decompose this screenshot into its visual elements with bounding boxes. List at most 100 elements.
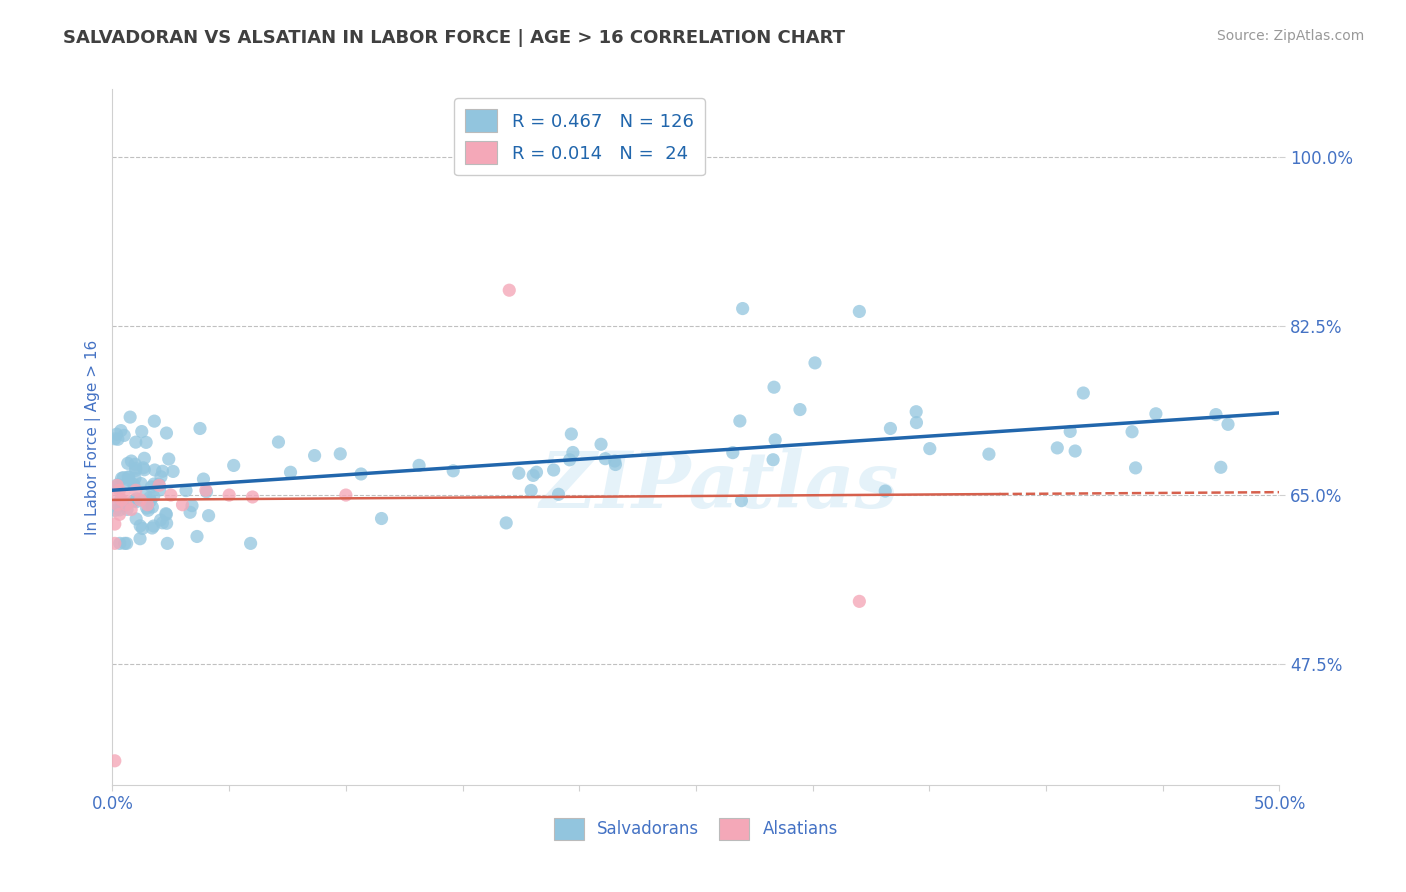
- Point: [132, 460, 155, 475]
- Point: [107, 477, 129, 491]
- Point: [370, 511, 392, 525]
- Point: [141, 521, 163, 535]
- Point: [194, 483, 217, 498]
- Point: [977, 447, 1000, 461]
- Point: [107, 432, 129, 446]
- Point: [1121, 425, 1143, 439]
- Point: [762, 452, 785, 467]
- Point: [141, 480, 163, 494]
- Point: [108, 483, 131, 498]
- Point: [905, 405, 928, 419]
- Point: [108, 508, 131, 522]
- Point: [125, 491, 148, 506]
- Point: [129, 492, 152, 507]
- Point: [763, 433, 786, 447]
- Y-axis label: In Labor Force | Age > 16: In Labor Force | Age > 16: [86, 340, 101, 534]
- Text: Source: ZipAtlas.com: Source: ZipAtlas.com: [1216, 29, 1364, 43]
- Point: [120, 454, 142, 468]
- Point: [508, 466, 530, 480]
- Point: [120, 410, 142, 425]
- Point: [135, 435, 157, 450]
- Point: [558, 452, 581, 467]
- Point: [118, 470, 141, 484]
- Point: [181, 499, 204, 513]
- Point: [1216, 417, 1239, 432]
- Point: [152, 464, 174, 478]
- Point: [162, 464, 184, 478]
- Point: [304, 449, 326, 463]
- Point: [329, 447, 352, 461]
- Point: [134, 463, 156, 477]
- Point: [186, 529, 208, 543]
- Point: [104, 503, 127, 517]
- Point: [129, 519, 152, 533]
- Point: [150, 470, 173, 484]
- Point: [721, 445, 744, 459]
- Point: [120, 502, 142, 516]
- Point: [139, 494, 162, 508]
- Point: [875, 483, 897, 498]
- Point: [115, 502, 138, 516]
- Point: [148, 477, 170, 491]
- Point: [112, 428, 135, 442]
- Point: [1071, 386, 1094, 401]
- Point: [267, 435, 290, 450]
- Point: [918, 442, 941, 456]
- Point: [1046, 441, 1069, 455]
- Point: [179, 505, 201, 519]
- Point: [589, 437, 612, 451]
- Text: ZIPatlas: ZIPatlas: [540, 448, 898, 524]
- Point: [1064, 444, 1087, 458]
- Point: [731, 301, 754, 316]
- Point: [522, 468, 544, 483]
- Point: [122, 477, 145, 491]
- Point: [848, 304, 870, 318]
- Point: [547, 487, 569, 501]
- Point: [408, 458, 430, 473]
- Point: [218, 488, 240, 502]
- Point: [804, 356, 827, 370]
- Point: [117, 470, 139, 484]
- Point: [193, 472, 215, 486]
- Point: [520, 483, 543, 498]
- Point: [117, 473, 139, 487]
- Point: [152, 516, 174, 530]
- Point: [108, 536, 131, 550]
- Point: [441, 464, 464, 478]
- Point: [114, 536, 136, 550]
- Point: [1125, 461, 1147, 475]
- Point: [335, 488, 357, 502]
- Point: [242, 490, 264, 504]
- Point: [111, 492, 134, 507]
- Point: [172, 498, 194, 512]
- Point: [142, 477, 165, 491]
- Point: [104, 754, 127, 768]
- Point: [239, 536, 262, 550]
- Point: [879, 421, 901, 435]
- Point: [1205, 408, 1227, 422]
- Text: SALVADORAN VS ALSATIAN IN LABOR FORCE | AGE > 16 CORRELATION CHART: SALVADORAN VS ALSATIAN IN LABOR FORCE | …: [63, 29, 845, 46]
- Point: [148, 478, 170, 492]
- Point: [105, 427, 128, 442]
- Point: [155, 425, 177, 440]
- Point: [561, 445, 583, 459]
- Point: [135, 488, 157, 502]
- Point: [125, 461, 148, 475]
- Point: [350, 467, 373, 481]
- Point: [543, 463, 565, 477]
- Point: [104, 432, 127, 446]
- Point: [156, 516, 179, 531]
- Point: [105, 478, 128, 492]
- Point: [188, 421, 211, 435]
- Point: [115, 536, 138, 550]
- Point: [131, 425, 153, 439]
- Point: [117, 456, 139, 470]
- Point: [498, 283, 520, 297]
- Point: [142, 519, 165, 533]
- Point: [149, 483, 172, 497]
- Point: [110, 424, 132, 438]
- Point: [115, 498, 138, 512]
- Point: [105, 480, 128, 494]
- Point: [136, 503, 159, 517]
- Point: [157, 452, 180, 467]
